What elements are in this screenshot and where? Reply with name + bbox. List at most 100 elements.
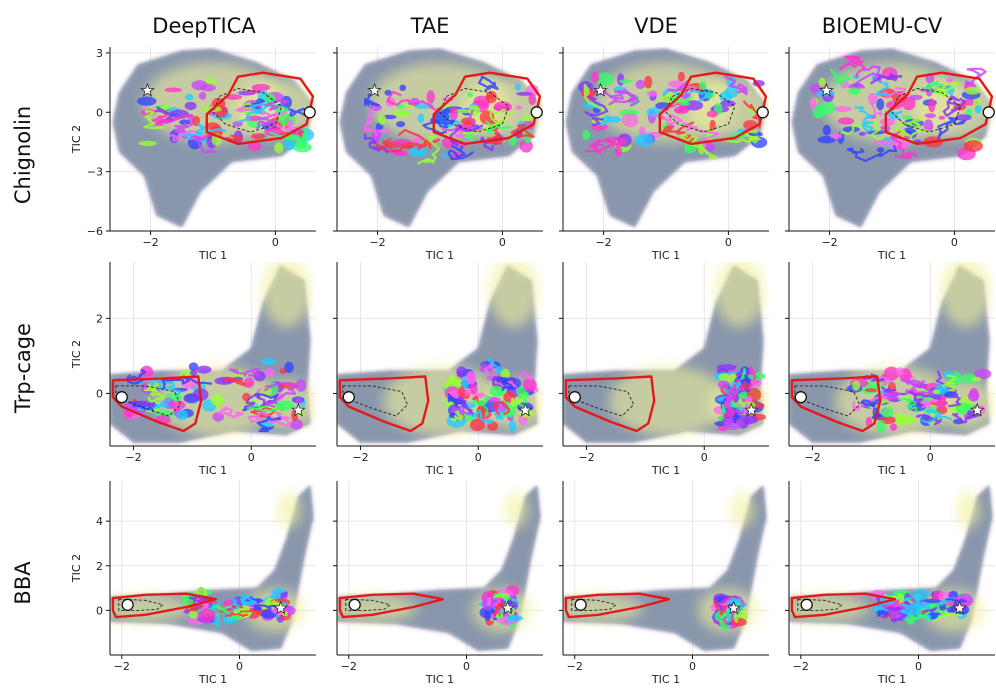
trajectory-path bbox=[447, 393, 459, 405]
trajectory-path bbox=[898, 397, 918, 414]
trajectory-cluster bbox=[646, 107, 661, 118]
trajectory-path bbox=[244, 98, 265, 111]
trajectory-path bbox=[224, 611, 248, 618]
target-star bbox=[273, 600, 289, 615]
x-axis-label: TIC 1 bbox=[198, 673, 227, 686]
density-peak bbox=[608, 365, 729, 436]
trajectory-cluster bbox=[876, 147, 885, 153]
trajectory-path bbox=[173, 123, 190, 134]
trajectory-path bbox=[281, 611, 288, 617]
trajectory-cluster bbox=[396, 104, 406, 109]
trajectory-cluster bbox=[724, 86, 739, 99]
trajectory-path bbox=[485, 120, 512, 135]
trajectory-path bbox=[255, 112, 277, 130]
x-axis-label: TIC 1 bbox=[425, 249, 454, 262]
trajectory-cluster bbox=[274, 142, 284, 154]
trajectory-cluster bbox=[818, 77, 826, 88]
trajectory-path bbox=[422, 118, 456, 135]
trajectory-path bbox=[494, 380, 518, 389]
trajectory-cluster bbox=[858, 131, 866, 136]
trajectory-cluster bbox=[137, 96, 157, 106]
x-axis-label: TIC 1 bbox=[877, 464, 906, 477]
trajectory-path bbox=[280, 591, 288, 599]
y-axis-label: TIC 2 bbox=[70, 554, 83, 583]
target-star bbox=[518, 402, 533, 417]
target-star bbox=[291, 402, 306, 417]
trajectory-path bbox=[885, 606, 902, 612]
trajectory-path bbox=[233, 605, 250, 614]
trajectory-cluster bbox=[718, 380, 730, 389]
y-tick-label: 0 bbox=[96, 387, 103, 400]
panel-trp-cage-deeptica: −2 0 0 2 TIC 1 TIC 2 bbox=[70, 262, 316, 477]
target-star bbox=[819, 82, 834, 97]
trajectory-path bbox=[965, 67, 987, 88]
trajectory-path bbox=[492, 410, 504, 421]
density-peak bbox=[956, 492, 981, 528]
trajectory-cluster bbox=[453, 109, 472, 114]
trajectory-cluster bbox=[895, 367, 904, 376]
trajectory-path bbox=[226, 134, 243, 143]
trajectory-path bbox=[952, 409, 981, 424]
trajectory-cluster bbox=[213, 614, 221, 628]
panel-bba-deeptica: −2 0 0 2 4 TIC 1 TIC 2 bbox=[70, 481, 316, 686]
trajectory-cluster bbox=[970, 376, 982, 382]
dashed-contour bbox=[665, 88, 736, 133]
trajectory-cluster bbox=[809, 97, 817, 110]
trajectory-cluster bbox=[181, 376, 198, 390]
trajectory-path bbox=[719, 129, 761, 144]
trajectory-cluster bbox=[396, 121, 406, 128]
trajectory-path bbox=[492, 401, 510, 416]
trajectory-path bbox=[661, 121, 695, 135]
trajectory-path bbox=[242, 596, 258, 606]
trajectory-path bbox=[148, 379, 182, 397]
x-axis-label: TIC 1 bbox=[198, 464, 227, 477]
dashed-contour bbox=[891, 88, 962, 133]
trajectory-path bbox=[223, 376, 247, 387]
start-marker bbox=[756, 106, 769, 119]
trajectory-path bbox=[855, 65, 882, 89]
trajectory-cluster bbox=[908, 602, 922, 616]
red-region-outline bbox=[564, 592, 671, 619]
x-tick-label: 0 bbox=[927, 451, 934, 464]
trajectory-path bbox=[846, 144, 898, 162]
trajectory-cluster bbox=[399, 84, 407, 92]
trajectory-path bbox=[876, 609, 889, 618]
trajectory-cluster bbox=[723, 417, 742, 430]
red-region-outline bbox=[432, 71, 542, 146]
trajectory-path bbox=[854, 106, 875, 133]
trajectory-cluster bbox=[646, 90, 658, 97]
trajectory-cluster bbox=[935, 397, 947, 410]
x-axis-label: TIC 1 bbox=[198, 249, 227, 262]
x-axis-label: TIC 1 bbox=[877, 673, 906, 686]
trajectory-cluster bbox=[514, 84, 521, 91]
trajectory-cluster bbox=[834, 106, 852, 112]
trajectory-cluster bbox=[923, 119, 934, 133]
trajectory-cluster bbox=[895, 412, 903, 427]
trajectory-cluster bbox=[928, 98, 936, 113]
start-marker bbox=[982, 106, 995, 119]
trajectory-cluster bbox=[864, 388, 878, 393]
trajectory-path bbox=[486, 597, 492, 606]
x-tick-label: 0 bbox=[725, 236, 732, 249]
trajectory-path bbox=[246, 401, 283, 412]
trajectory-path bbox=[583, 83, 617, 111]
panel-chignolin-deeptica: −2 0 −6 −3 0 3 TIC 1 TIC 2 bbox=[70, 47, 316, 262]
x-axis-label: TIC 1 bbox=[425, 464, 454, 477]
red-region-outline bbox=[205, 71, 315, 146]
trajectory-cluster bbox=[188, 362, 199, 371]
trajectory-cluster bbox=[890, 423, 897, 431]
trajectory-cluster bbox=[876, 419, 886, 433]
y-tick-label: −6 bbox=[87, 225, 103, 238]
dashed-contour bbox=[345, 598, 392, 611]
trajectory-cluster bbox=[198, 91, 207, 100]
trajectory-cluster bbox=[295, 397, 303, 404]
trajectory-path bbox=[908, 379, 935, 397]
panel-bba-tae: −2 0 TIC 1 bbox=[333, 481, 543, 686]
trajectory-cluster bbox=[881, 406, 894, 418]
trajectory-path bbox=[584, 136, 627, 153]
dashed-contour bbox=[212, 88, 283, 133]
target-star bbox=[744, 402, 759, 417]
trajectory-cluster bbox=[621, 113, 639, 128]
trajectory-cluster bbox=[515, 105, 523, 110]
trajectory-cluster bbox=[852, 380, 861, 391]
